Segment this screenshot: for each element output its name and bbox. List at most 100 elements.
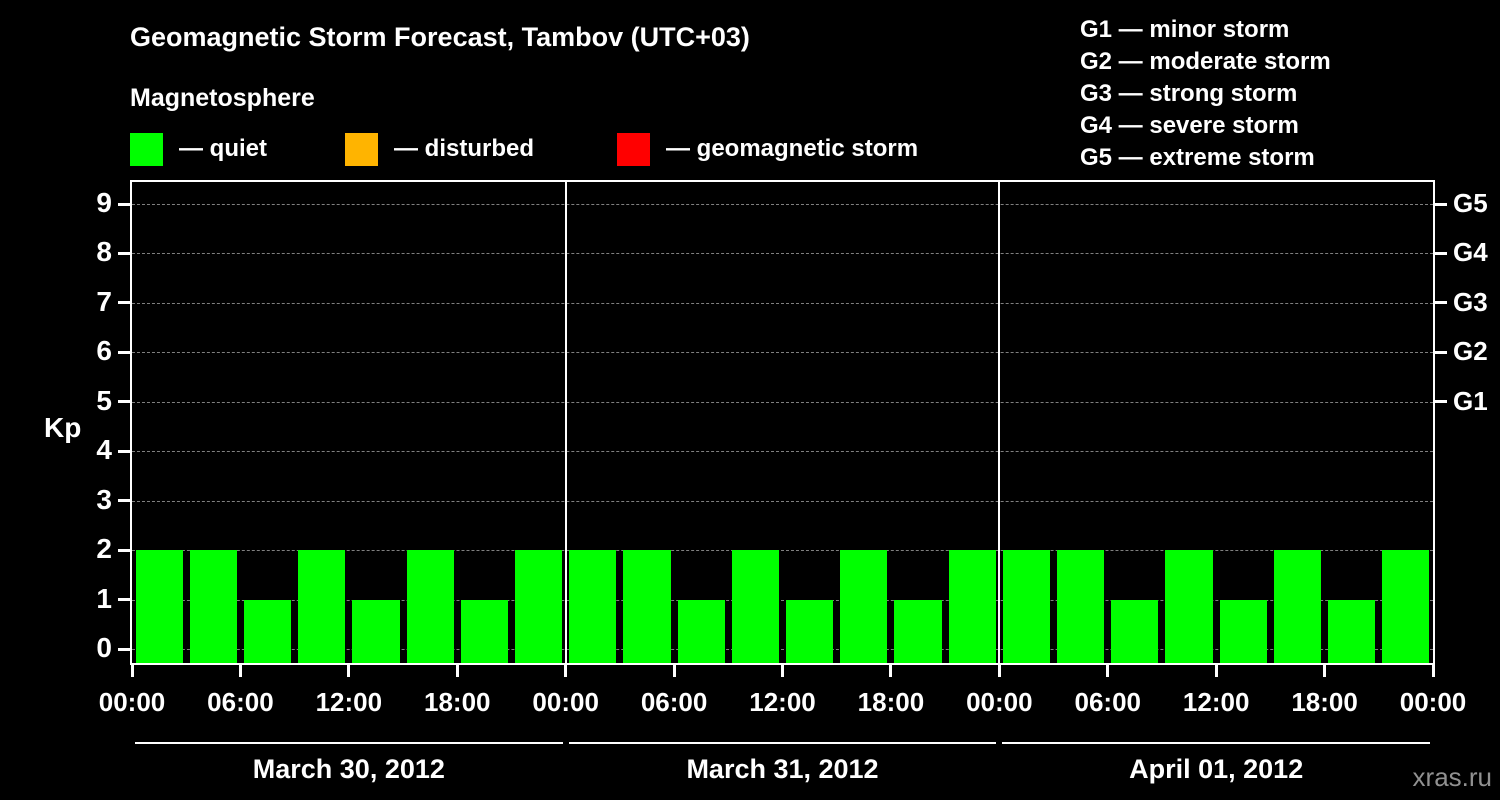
plot-area: [130, 180, 1435, 665]
g-axis-tick: [1435, 202, 1447, 206]
g-scale-line-g2: G2 — moderate storm: [1080, 48, 1331, 75]
kp-bar: [1002, 550, 1051, 663]
x-axis-label: 18:00: [1291, 687, 1358, 717]
g-axis-label: G3: [1453, 286, 1488, 317]
kp-bar: [460, 599, 508, 663]
kp-bar: [1057, 550, 1105, 663]
kp-bar: [677, 599, 725, 663]
y-axis-tick: [118, 598, 130, 602]
kp-bar: [840, 550, 888, 663]
y-axis-label: 5: [96, 384, 112, 416]
y-axis-tick: [118, 251, 130, 255]
kp-color-legend: — quiet — disturbed — geomagnetic storm: [130, 131, 1030, 167]
legend-label-disturbed: — disturbed: [394, 135, 535, 162]
kp-bar: [1219, 599, 1267, 663]
y-axis-tick: [118, 350, 130, 354]
y-axis-label: 7: [96, 285, 112, 317]
x-axis-tick: [997, 665, 1001, 677]
date-label: March 30, 2012: [252, 754, 445, 784]
y-axis-label: 4: [96, 434, 112, 466]
kp-bar: [623, 550, 671, 663]
kp-gridline: [132, 599, 1433, 601]
quiet-color-swatch: [130, 132, 163, 166]
y-axis-label: 0: [96, 632, 112, 663]
x-axis-tick: [1431, 665, 1435, 677]
kp-bar: [1273, 550, 1322, 663]
kp-bar: [189, 550, 237, 663]
legend-label-quiet: — quiet: [179, 135, 267, 162]
x-axis-label: 00:00: [98, 687, 166, 717]
legend-item-quiet: — quiet: [130, 131, 267, 167]
date-label: April 01, 2012: [1129, 754, 1304, 784]
storm-color-swatch: [617, 132, 650, 166]
x-axis-label: 18:00: [857, 687, 925, 717]
day-bracket: [1002, 742, 1430, 744]
y-axis-label: 6: [96, 335, 112, 367]
x-axis-label: 06:00: [640, 687, 708, 717]
g-axis-label: G5: [1453, 188, 1488, 218]
y-axis-label: 2: [96, 533, 112, 565]
g-scale-legend: G1 — minor storm G2 — moderate storm G3 …: [1080, 14, 1331, 174]
x-axis-label: 00:00: [1399, 687, 1467, 717]
y-axis-tick: [118, 548, 130, 552]
kp-bar: [514, 550, 563, 663]
kp-bar: [298, 550, 346, 663]
kp-gridline: [132, 401, 1433, 403]
x-axis-label: 06:00: [207, 687, 274, 717]
x-axis-tick: [564, 665, 568, 677]
x-axis-tick: [889, 665, 893, 677]
y-axis-label: 1: [96, 582, 112, 614]
y-axis-tick: [118, 449, 130, 453]
g-axis-tick: [1435, 400, 1447, 404]
kp-bar: [1382, 550, 1430, 663]
kp-bar: [1328, 599, 1376, 663]
legend-item-disturbed: — disturbed: [345, 131, 534, 167]
chart-title: Geomagnetic Storm Forecast, Tambov (UTC+…: [130, 22, 750, 52]
kp-gridline: [132, 302, 1433, 304]
x-axis-tick: [347, 665, 351, 677]
kp-bar: [135, 550, 183, 663]
g-axis-label: G2: [1453, 336, 1488, 367]
y-axis-tick: [118, 647, 130, 651]
kp-gridline: [132, 253, 1433, 255]
x-axis-tick: [1106, 665, 1110, 677]
kp-bar: [243, 599, 292, 663]
kp-bar: [1165, 550, 1213, 663]
watermark: xras.ru: [1412, 762, 1492, 792]
y-axis-label: 9: [96, 187, 112, 218]
y-axis-tick: [118, 400, 130, 404]
y-axis-tick: [118, 202, 130, 206]
kp-gridline: [132, 352, 1433, 354]
g-axis-label: G1: [1453, 385, 1488, 416]
kp-bar: [894, 599, 942, 663]
x-axis-tick: [130, 665, 134, 677]
kp-gridline: [132, 204, 1433, 205]
x-axis-tick: [1323, 665, 1327, 677]
kp-bar: [1111, 599, 1159, 663]
y-axis-label: 8: [96, 236, 112, 268]
x-axis-tick: [781, 665, 784, 677]
legend-label-storm: — geomagnetic storm: [666, 135, 919, 162]
day-separator: [998, 182, 1001, 663]
x-axis-tick: [1214, 665, 1218, 677]
x-axis-label: 06:00: [1074, 687, 1142, 717]
x-axis-label: 18:00: [424, 687, 491, 717]
x-axis-label: 00:00: [966, 687, 1033, 717]
x-axis-label: 12:00: [315, 687, 383, 717]
kp-bar: [352, 599, 400, 663]
kp-bar: [948, 550, 996, 663]
y-axis-title: Kp: [44, 412, 82, 443]
kp-gridline: [132, 649, 1433, 650]
kp-gridline: [132, 451, 1433, 453]
g-axis-label: G4: [1453, 237, 1488, 268]
x-axis-label: 00:00: [532, 687, 599, 717]
g-scale-line-g5: G5 — extreme storm: [1080, 144, 1315, 171]
x-axis-label: 12:00: [1182, 687, 1250, 717]
disturbed-color-swatch: [345, 132, 378, 166]
y-axis-label: 3: [96, 483, 112, 515]
x-axis-tick: [672, 665, 676, 677]
g-scale-line-g1: G1 — minor storm: [1080, 16, 1290, 43]
y-axis-tick: [118, 301, 130, 305]
day-bracket: [568, 742, 997, 744]
